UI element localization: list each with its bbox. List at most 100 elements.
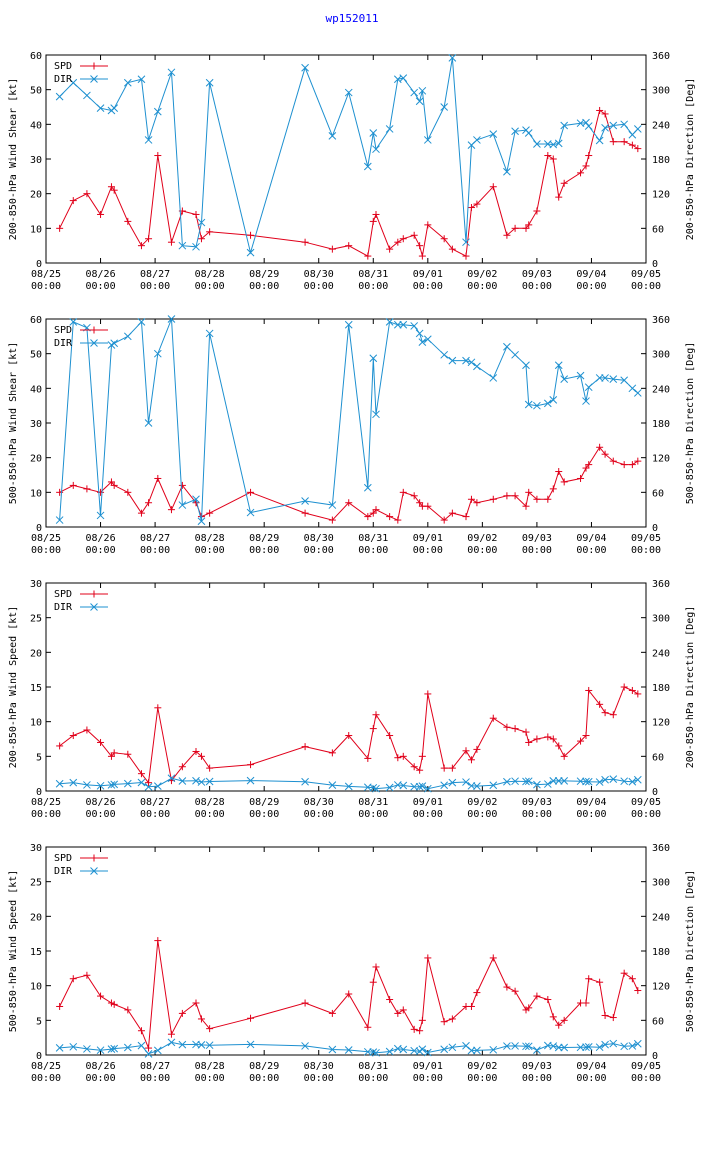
x-tick-time: 00:00 xyxy=(304,545,334,556)
data-point-dir xyxy=(473,782,481,790)
data-point-dir xyxy=(448,1043,457,1052)
x-tick-date: 08/31 xyxy=(358,533,388,544)
data-point-spd xyxy=(386,732,394,740)
data-point-dir xyxy=(301,1042,309,1050)
x-tick-time: 00:00 xyxy=(31,1073,61,1084)
data-point-spd xyxy=(167,1030,175,1038)
data-point-spd xyxy=(560,478,568,486)
data-point-dir xyxy=(489,130,498,139)
y2-tick-label: 120 xyxy=(652,718,670,729)
data-point-dir xyxy=(489,374,498,382)
x-tick-date: 08/30 xyxy=(304,533,334,544)
x-tick-time: 00:00 xyxy=(195,809,225,820)
x-tick-date: 09/01 xyxy=(413,533,443,544)
data-point-spd xyxy=(137,770,145,778)
data-point-dir xyxy=(503,167,511,176)
chart-4: 05101520253006012018024030036008/2500:00… xyxy=(8,843,696,1084)
x-tick-date: 09/01 xyxy=(413,269,443,280)
data-point-spd xyxy=(601,1011,609,1019)
data-point-dir xyxy=(582,397,590,405)
data-point-spd xyxy=(522,502,530,510)
data-point-spd xyxy=(628,141,636,149)
data-point-spd xyxy=(137,509,145,517)
y-tick-label: 10 xyxy=(30,982,42,993)
x-tick-time: 00:00 xyxy=(467,281,497,292)
data-point-dir xyxy=(462,778,470,786)
y-tick-label: 50 xyxy=(30,350,42,361)
y-tick-label: 25 xyxy=(30,878,42,889)
data-point-spd xyxy=(301,238,309,246)
x-tick-time: 00:00 xyxy=(576,281,606,292)
data-point-dir xyxy=(415,97,424,106)
data-point-spd xyxy=(462,513,470,521)
data-point-spd xyxy=(247,761,255,769)
data-point-spd xyxy=(394,516,402,524)
data-point-spd xyxy=(620,683,628,691)
data-point-dir xyxy=(462,238,470,247)
data-point-spd xyxy=(503,983,511,991)
x-tick-time: 00:00 xyxy=(358,281,388,292)
data-point-dir xyxy=(178,1040,187,1049)
data-point-spd xyxy=(394,1009,402,1017)
data-point-dir xyxy=(144,419,153,427)
data-point-dir xyxy=(533,401,541,410)
data-point-spd xyxy=(97,738,105,746)
data-point-dir xyxy=(628,384,637,393)
data-point-spd xyxy=(197,1015,205,1023)
figure-title: wp152011 xyxy=(325,12,379,25)
data-point-dir xyxy=(633,775,642,784)
data-point-spd xyxy=(462,747,470,755)
data-point-dir xyxy=(549,396,558,404)
data-point-spd xyxy=(110,481,118,489)
data-point-spd xyxy=(424,690,432,698)
y-tick-label: 50 xyxy=(30,86,42,97)
x-tick-date: 08/28 xyxy=(195,269,225,280)
data-point-spd xyxy=(511,492,519,500)
data-point-spd xyxy=(609,711,617,719)
data-point-spd xyxy=(596,700,604,708)
data-point-spd xyxy=(560,1016,568,1024)
data-point-dir xyxy=(192,242,200,251)
legend-marker xyxy=(90,603,98,611)
y2-tick-label: 60 xyxy=(652,488,664,499)
y2-tick-label: 180 xyxy=(652,155,670,166)
data-point-spd xyxy=(192,999,200,1007)
data-point-spd xyxy=(555,1021,563,1029)
data-point-spd xyxy=(328,749,336,757)
data-point-spd xyxy=(394,238,402,246)
data-point-dir xyxy=(167,1038,176,1047)
data-point-dir xyxy=(440,103,449,111)
data-point-spd xyxy=(448,245,456,253)
y2-tick-label: 360 xyxy=(652,315,670,326)
data-point-spd xyxy=(609,138,617,146)
data-point-spd xyxy=(56,742,64,750)
legend-label-dir: DIR xyxy=(54,338,73,349)
y2-tick-label: 180 xyxy=(652,683,670,694)
y2-tick-label: 60 xyxy=(652,1016,664,1027)
data-point-spd xyxy=(56,1002,64,1010)
data-point-dir xyxy=(620,1042,629,1051)
x-tick-date: 08/25 xyxy=(31,533,61,544)
data-point-dir xyxy=(423,784,432,793)
data-point-spd xyxy=(609,1014,617,1022)
x-tick-time: 00:00 xyxy=(522,1073,552,1084)
data-point-spd xyxy=(511,725,519,733)
data-point-dir xyxy=(123,779,132,788)
data-point-dir xyxy=(144,1049,153,1058)
x-tick-date: 09/04 xyxy=(576,1061,606,1072)
data-point-spd xyxy=(372,963,380,971)
data-point-dir xyxy=(363,483,372,492)
legend-marker xyxy=(90,339,98,347)
data-point-dir xyxy=(418,782,427,790)
data-point-spd xyxy=(620,461,628,469)
data-point-dir xyxy=(576,371,585,380)
data-point-dir xyxy=(628,777,637,786)
y-tick-label: 30 xyxy=(30,843,42,854)
x-tick-date: 08/26 xyxy=(85,797,115,808)
data-point-dir xyxy=(489,1045,498,1054)
x-tick-time: 00:00 xyxy=(249,1073,279,1084)
x-tick-time: 00:00 xyxy=(358,809,388,820)
data-point-spd xyxy=(167,506,175,514)
data-point-dir xyxy=(560,375,569,383)
data-point-dir xyxy=(620,777,629,786)
